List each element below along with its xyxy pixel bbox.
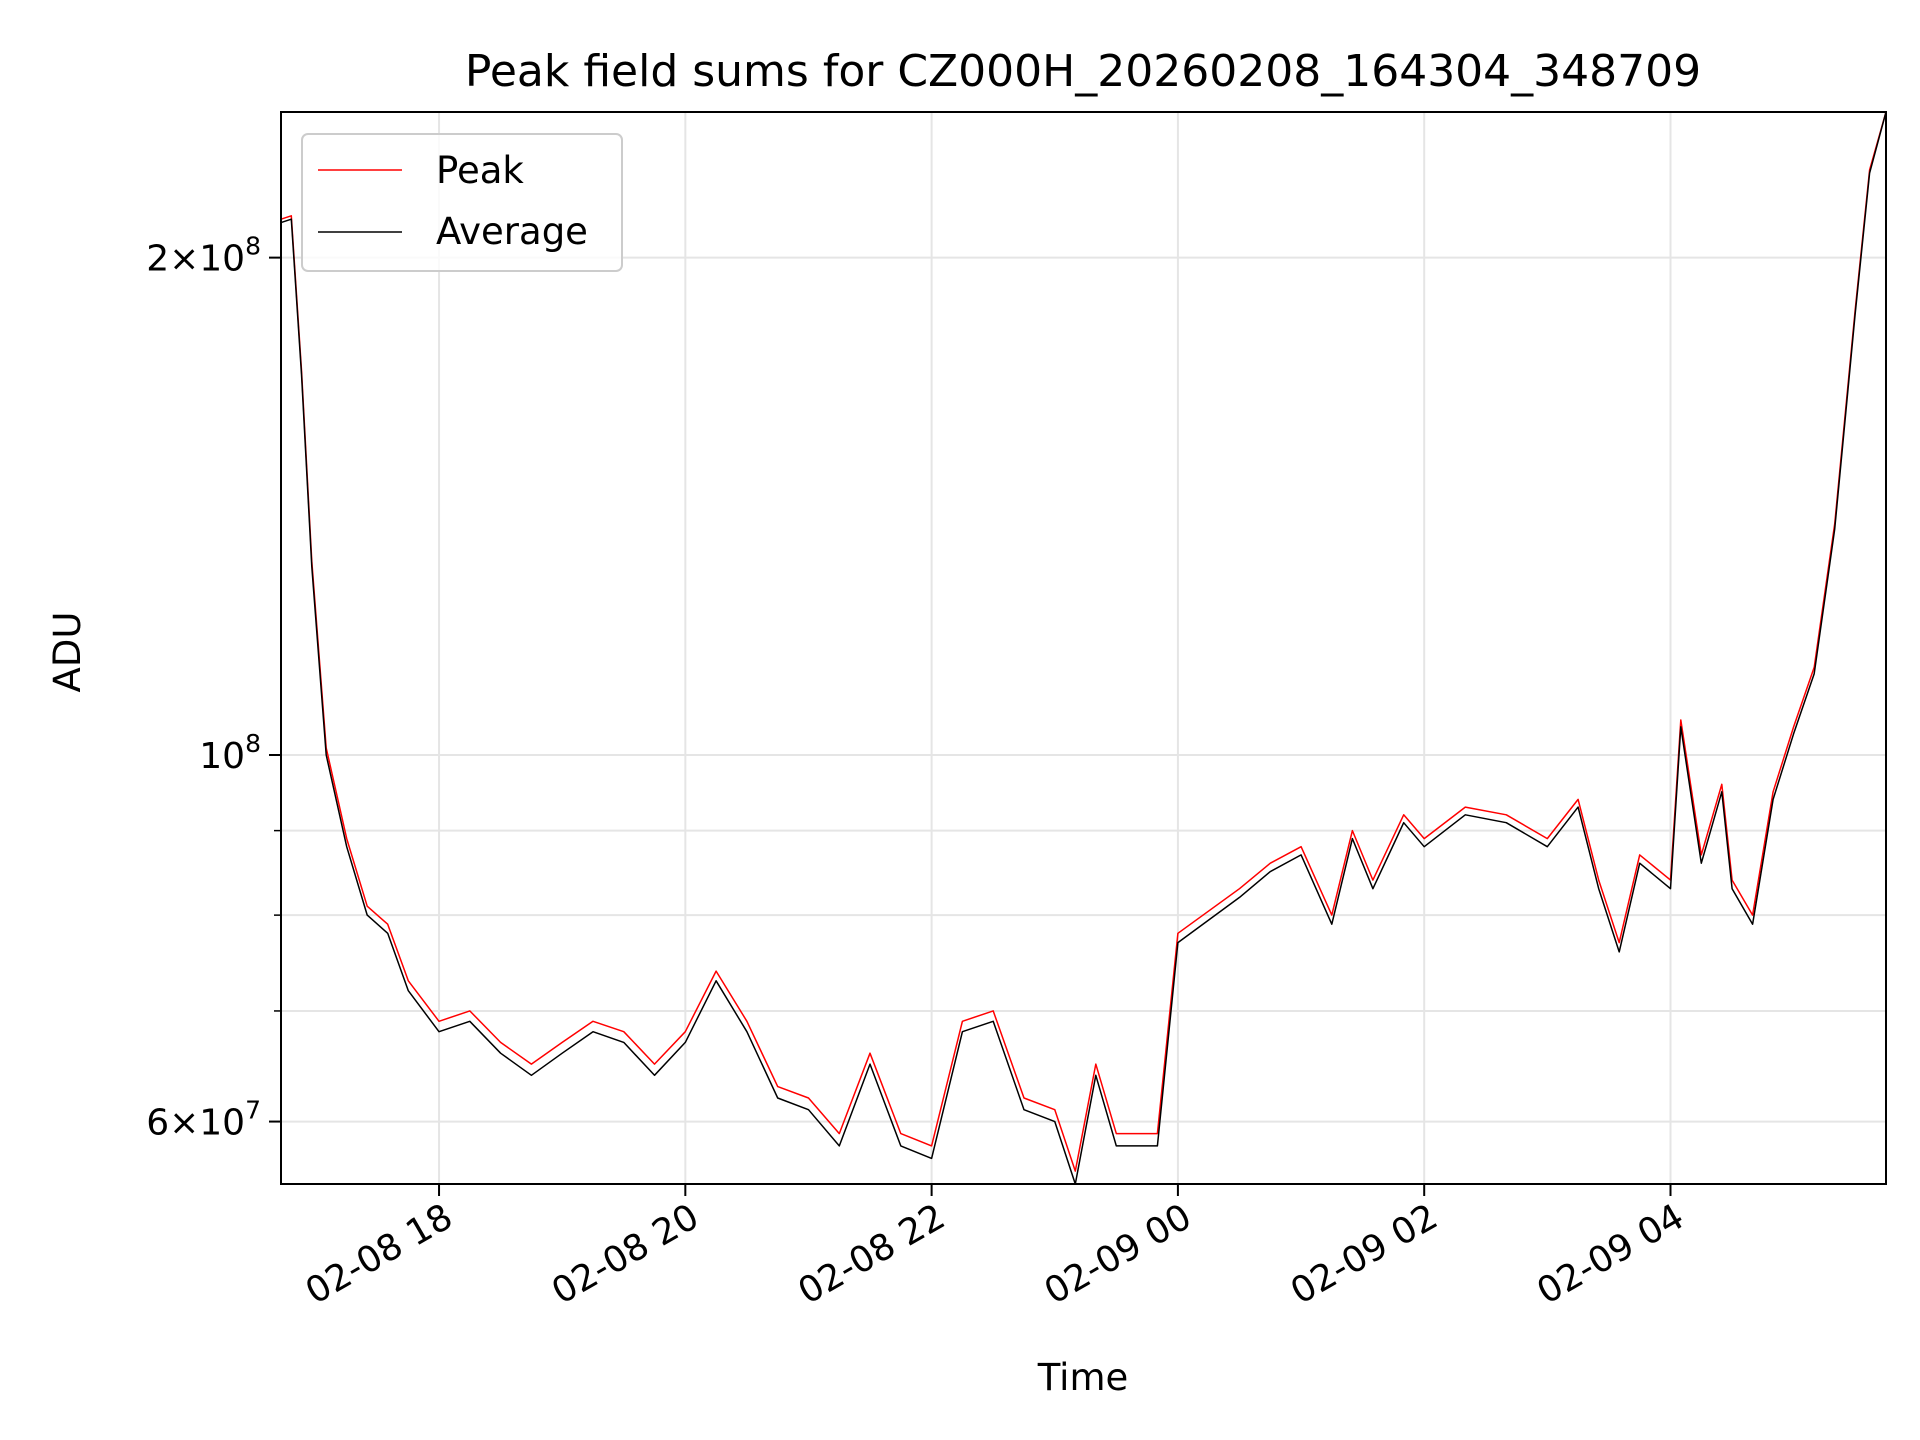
legend: Peak Average [301, 133, 623, 272]
x-tick-label: 02-08 18 [299, 1196, 460, 1312]
legend-box [301, 133, 623, 272]
axes: 02-08 18 02-08 20 02-08 22 02-09 00 02-09 02… [146, 111, 1887, 1313]
y-tick-label: 2×108 [146, 232, 261, 280]
y-tick-label: 108 [199, 729, 261, 777]
series-average-line [280, 111, 1887, 1185]
chart-title: Peak field sums for CZ000H_20260208_1643… [465, 46, 1701, 97]
series-lines [280, 111, 1887, 1185]
x-axis-label: Time [1037, 1356, 1129, 1399]
grid-lines [281, 112, 1886, 1184]
x-tick-label: 02-08 20 [545, 1196, 706, 1312]
plot-frame [280, 111, 1887, 1185]
legend-average-label: Average [436, 210, 588, 253]
y-tick-label: 6×107 [146, 1096, 261, 1144]
x-tick-label: 02-09 00 [1038, 1196, 1199, 1312]
x-tick-label: 02-09 02 [1284, 1196, 1445, 1312]
x-tick-label: 02-08 22 [791, 1196, 952, 1312]
y-axis-label: ADU [46, 612, 89, 693]
series-peak-line [280, 111, 1887, 1172]
x-tick-label: 02-09 04 [1530, 1196, 1691, 1312]
legend-peak-label: Peak [436, 149, 524, 192]
